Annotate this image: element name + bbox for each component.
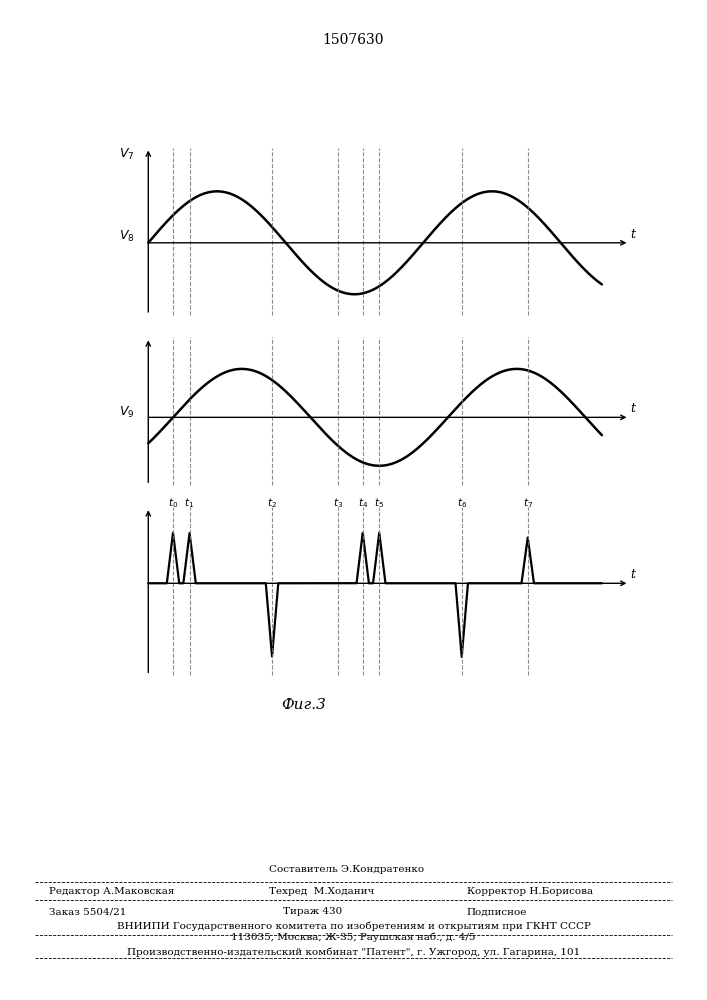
- Text: Корректор Н.Борисова: Корректор Н.Борисова: [467, 886, 592, 896]
- Text: $t_0$: $t_0$: [168, 496, 178, 510]
- Text: $V_9$: $V_9$: [119, 405, 134, 420]
- Text: Техред  М.Ходанич: Техред М.Ходанич: [269, 886, 374, 896]
- Text: $t_6$: $t_6$: [457, 496, 467, 510]
- Text: ВНИИПИ Государственного комитета по изобретениям и открытиям при ГКНТ СССР: ВНИИПИ Государственного комитета по изоб…: [117, 921, 590, 931]
- Text: t: t: [631, 568, 636, 581]
- Text: $t_4$: $t_4$: [358, 496, 368, 510]
- Text: $t_5$: $t_5$: [374, 496, 384, 510]
- Text: t: t: [631, 228, 636, 241]
- Text: Редактор А.Маковская: Редактор А.Маковская: [49, 886, 175, 896]
- Text: Заказ 5504/21: Заказ 5504/21: [49, 908, 127, 916]
- Text: $V_8$: $V_8$: [119, 229, 134, 244]
- Text: $t_7$: $t_7$: [522, 496, 533, 510]
- Text: $V_7$: $V_7$: [119, 147, 134, 162]
- Text: $t_1$: $t_1$: [185, 496, 194, 510]
- Text: Производственно-издательский комбинат "Патент", г. Ужгород, ул. Гагарина, 101: Производственно-издательский комбинат "П…: [127, 947, 580, 957]
- Text: Составитель Э.Кондратенко: Составитель Э.Кондратенко: [269, 865, 423, 874]
- Text: 113035, Москва, Ж-35, Раушская наб., д. 4/5: 113035, Москва, Ж-35, Раушская наб., д. …: [231, 932, 476, 942]
- Text: $t_2$: $t_2$: [267, 496, 277, 510]
- Text: t: t: [631, 402, 636, 415]
- Text: Подписное: Подписное: [467, 908, 527, 916]
- Text: 1507630: 1507630: [323, 33, 384, 47]
- Text: Тираж 430: Тираж 430: [283, 908, 342, 916]
- Text: Фиг.3: Фиг.3: [281, 698, 327, 712]
- Text: $t_3$: $t_3$: [333, 496, 343, 510]
